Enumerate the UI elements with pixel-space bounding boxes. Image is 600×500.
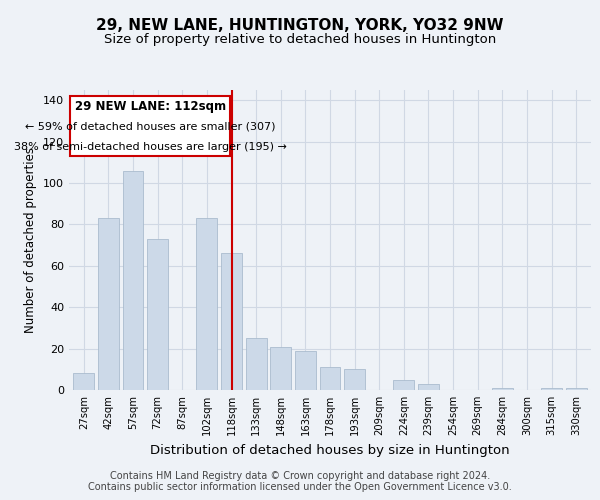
Bar xyxy=(295,350,316,390)
Bar xyxy=(122,170,143,390)
Text: 29, NEW LANE, HUNTINGTON, YORK, YO32 9NW: 29, NEW LANE, HUNTINGTON, YORK, YO32 9NW xyxy=(96,18,504,32)
Bar xyxy=(98,218,119,390)
Bar xyxy=(147,239,168,390)
Text: Size of property relative to detached houses in Huntington: Size of property relative to detached ho… xyxy=(104,32,496,46)
Text: Contains HM Land Registry data © Crown copyright and database right 2024.
Contai: Contains HM Land Registry data © Crown c… xyxy=(88,471,512,492)
Bar xyxy=(344,370,365,390)
Bar xyxy=(320,367,340,390)
Bar xyxy=(541,388,562,390)
Bar xyxy=(492,388,513,390)
Bar xyxy=(221,254,242,390)
Bar xyxy=(270,346,291,390)
Bar xyxy=(73,374,94,390)
Text: 38% of semi-detached houses are larger (195) →: 38% of semi-detached houses are larger (… xyxy=(14,142,287,152)
X-axis label: Distribution of detached houses by size in Huntington: Distribution of detached houses by size … xyxy=(150,444,510,456)
Bar xyxy=(394,380,415,390)
Bar xyxy=(566,388,587,390)
Text: ← 59% of detached houses are smaller (307): ← 59% of detached houses are smaller (30… xyxy=(25,121,275,131)
FancyBboxPatch shape xyxy=(70,96,230,156)
Text: 29 NEW LANE: 112sqm: 29 NEW LANE: 112sqm xyxy=(74,100,226,114)
Bar xyxy=(245,338,266,390)
Bar xyxy=(418,384,439,390)
Y-axis label: Number of detached properties: Number of detached properties xyxy=(25,147,37,333)
Bar xyxy=(196,218,217,390)
